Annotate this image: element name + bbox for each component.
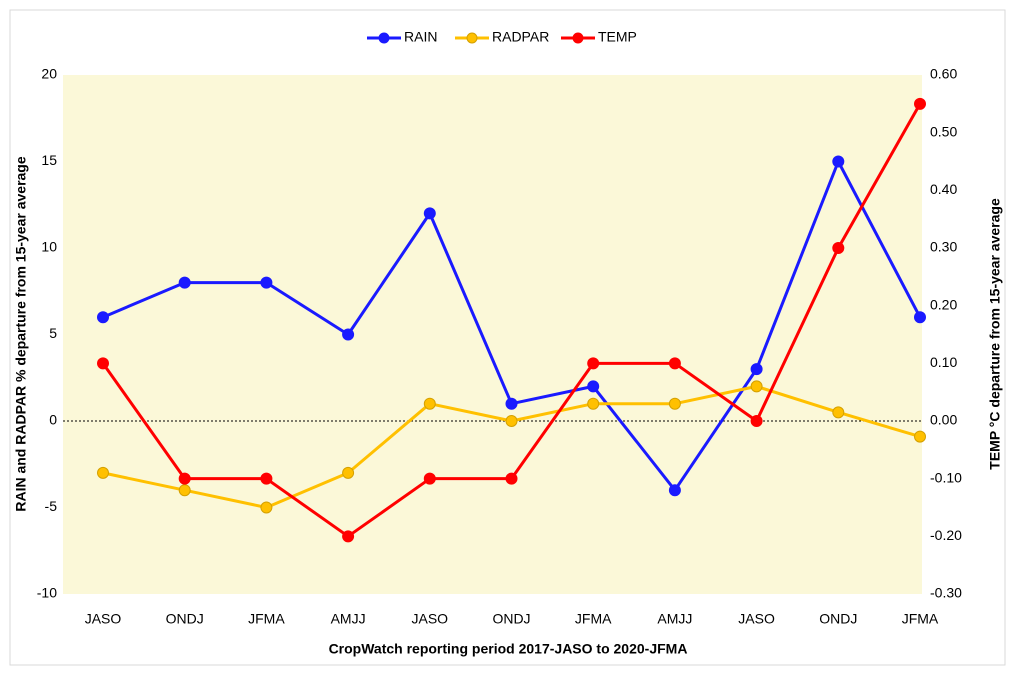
data-point	[342, 328, 355, 341]
x-tick-label: ONDJ	[492, 611, 530, 627]
x-tick-label: AMJJ	[331, 611, 366, 627]
data-point	[423, 207, 436, 220]
y2-tick-label: -0.20	[930, 527, 962, 543]
x-tick-label: ONDJ	[819, 611, 857, 627]
x-tick-label: JFMA	[248, 611, 285, 627]
data-point	[914, 430, 926, 443]
data-point	[587, 380, 600, 393]
data-point	[178, 484, 191, 497]
data-point	[914, 311, 926, 324]
y2-tick-label: 0.60	[930, 66, 957, 82]
data-point	[178, 472, 191, 485]
y-tick-label: -5	[45, 498, 58, 514]
data-point	[260, 501, 273, 514]
legend-label: RAIN	[404, 29, 437, 45]
x-tick-label: JASO	[738, 611, 775, 627]
legend-marker	[572, 32, 584, 44]
x-tick-label: JFMA	[575, 611, 612, 627]
legend-label: RADPAR	[492, 29, 549, 45]
data-point	[97, 357, 109, 370]
legend-marker	[378, 32, 390, 44]
y2-tick-label: -0.10	[930, 469, 962, 485]
y2-tick-label: 0.30	[930, 239, 957, 255]
data-point	[505, 472, 518, 485]
data-point	[832, 155, 845, 168]
y-tick-label: 0	[49, 412, 57, 428]
data-point	[342, 466, 355, 479]
data-point	[505, 397, 518, 410]
data-point	[505, 415, 518, 427]
y-tick-label: 15	[41, 152, 57, 168]
y2-tick-label: -0.30	[930, 585, 962, 601]
data-point	[750, 363, 763, 376]
y-tick-label: 5	[49, 325, 57, 341]
y-tick-label: -10	[37, 585, 57, 601]
data-point	[587, 357, 600, 370]
data-point	[260, 276, 273, 289]
legend-label: TEMP	[598, 29, 637, 45]
y2-tick-label: 0.40	[930, 181, 957, 197]
y2-tick-label: 0.50	[930, 123, 957, 139]
y2-axis-title: TEMP °C departure from 15-year average	[987, 198, 1003, 470]
data-point	[342, 530, 355, 543]
data-point	[668, 484, 681, 497]
data-point	[423, 472, 436, 485]
x-tick-label: JASO	[85, 611, 122, 627]
x-tick-label: AMJJ	[657, 611, 692, 627]
y2-tick-label: 0.20	[930, 296, 957, 312]
y2-tick-label: 0.10	[930, 354, 957, 370]
legend-marker	[466, 32, 478, 44]
data-point	[97, 311, 109, 324]
data-point	[587, 397, 600, 410]
x-tick-label: JFMA	[902, 611, 939, 627]
y-tick-label: 20	[41, 66, 57, 82]
data-point	[260, 472, 273, 485]
data-point	[914, 97, 926, 110]
x-axis-title: CropWatch reporting period 2017-JASO to …	[329, 641, 688, 657]
data-point	[668, 397, 681, 410]
x-tick-label: JASO	[412, 611, 449, 627]
y-axis-title: RAIN and RADPAR % departure from 15-year…	[13, 156, 29, 512]
data-point	[97, 466, 109, 479]
plot-area	[63, 75, 922, 594]
data-point	[750, 415, 763, 427]
data-point	[423, 397, 436, 410]
data-point	[832, 406, 845, 419]
x-tick-label: ONDJ	[166, 611, 204, 627]
data-point	[178, 276, 191, 289]
data-point	[668, 357, 681, 370]
y2-tick-label: 0.00	[930, 412, 957, 428]
data-point	[750, 380, 763, 393]
y-tick-label: 10	[41, 239, 57, 255]
data-point	[832, 242, 845, 254]
